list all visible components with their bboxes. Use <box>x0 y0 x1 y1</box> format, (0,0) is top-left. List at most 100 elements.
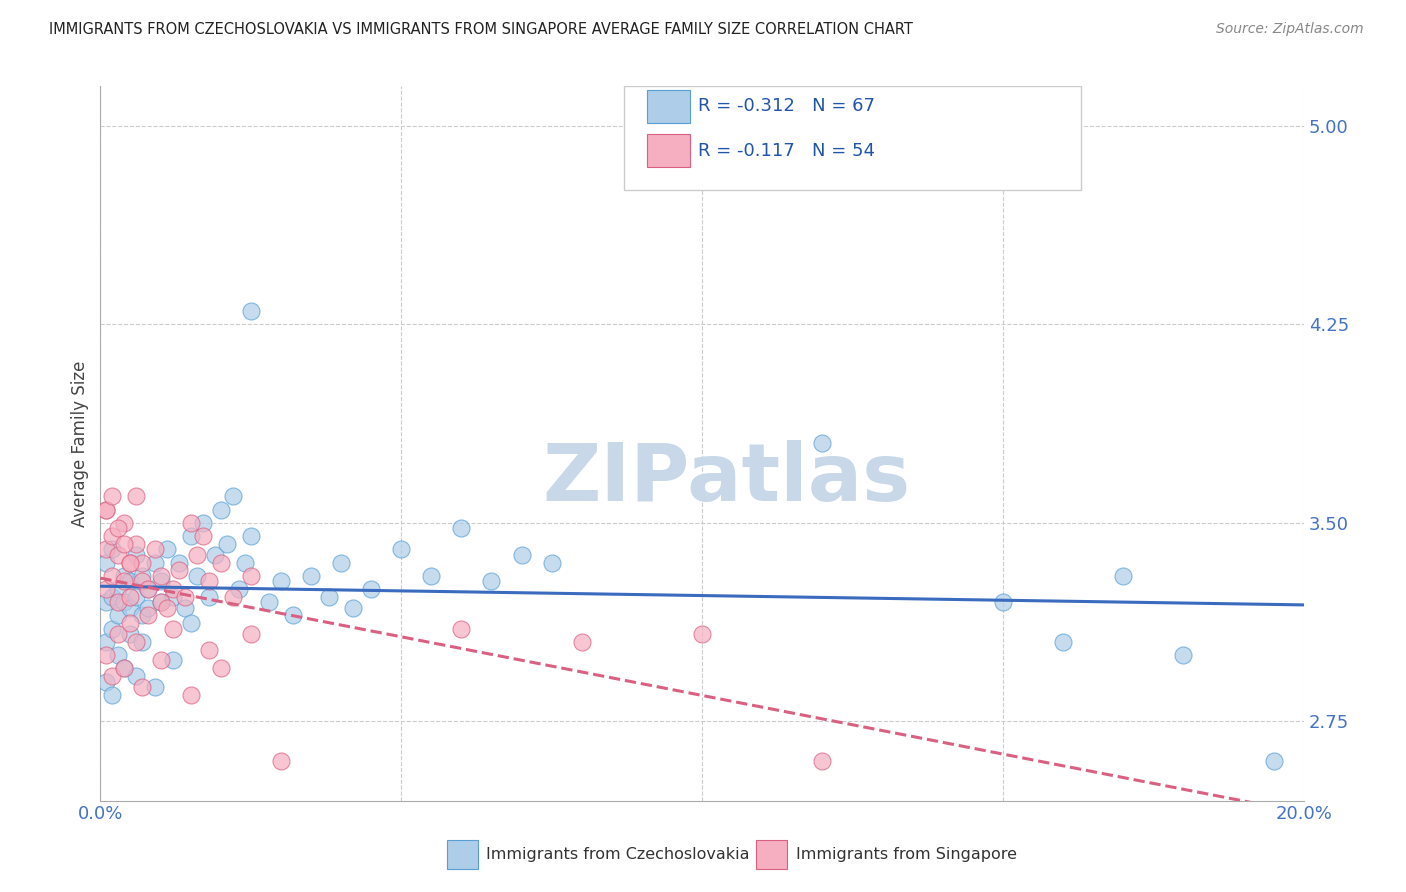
Point <box>270 574 292 588</box>
Point <box>186 548 208 562</box>
Point <box>112 574 135 588</box>
Point <box>239 529 262 543</box>
Point <box>120 600 142 615</box>
Point <box>131 680 153 694</box>
Point <box>360 582 382 596</box>
Point <box>112 516 135 530</box>
Point <box>389 542 412 557</box>
Point <box>96 674 118 689</box>
Point <box>101 669 124 683</box>
Point <box>342 600 364 615</box>
Point <box>209 556 232 570</box>
Point <box>197 590 219 604</box>
Y-axis label: Average Family Size: Average Family Size <box>72 360 89 526</box>
Point <box>149 595 172 609</box>
Point <box>270 754 292 768</box>
Point <box>107 521 129 535</box>
Point <box>112 595 135 609</box>
Point <box>107 548 129 562</box>
Point <box>299 568 322 582</box>
FancyBboxPatch shape <box>647 90 690 123</box>
Point <box>481 574 503 588</box>
Point <box>330 556 353 570</box>
Point <box>143 556 166 570</box>
Point <box>1112 568 1135 582</box>
Point <box>131 574 153 588</box>
Point <box>209 661 232 675</box>
Point <box>162 582 184 596</box>
Point <box>101 489 124 503</box>
Point <box>120 574 142 588</box>
Point <box>107 595 129 609</box>
Point <box>167 564 190 578</box>
Point <box>131 635 153 649</box>
Point <box>96 502 118 516</box>
Point <box>138 600 160 615</box>
Point <box>257 595 280 609</box>
Point <box>1263 754 1285 768</box>
Point <box>167 556 190 570</box>
Point <box>149 568 172 582</box>
Point <box>571 635 593 649</box>
Point <box>222 590 245 604</box>
Point <box>180 529 202 543</box>
Point <box>96 635 118 649</box>
Text: R = -0.312   N = 67: R = -0.312 N = 67 <box>699 97 876 115</box>
Point <box>162 590 184 604</box>
Point <box>112 661 135 675</box>
Point <box>120 627 142 641</box>
Point <box>131 568 153 582</box>
Point <box>149 653 172 667</box>
Point <box>222 489 245 503</box>
Point <box>239 627 262 641</box>
Point <box>138 582 160 596</box>
Point <box>540 556 562 570</box>
Point <box>125 635 148 649</box>
Point <box>120 556 142 570</box>
Point <box>120 590 142 604</box>
Text: Immigrants from Czechoslovakia: Immigrants from Czechoslovakia <box>486 847 749 862</box>
Point <box>1052 635 1074 649</box>
Point <box>107 627 129 641</box>
Point <box>991 595 1014 609</box>
Point <box>239 568 262 582</box>
FancyBboxPatch shape <box>624 87 1081 190</box>
Point <box>155 542 177 557</box>
Point <box>204 548 226 562</box>
Point <box>96 502 118 516</box>
Point <box>96 542 118 557</box>
Point <box>811 436 834 450</box>
Point <box>173 590 195 604</box>
Point <box>101 529 124 543</box>
Point <box>215 537 238 551</box>
Point <box>101 568 124 582</box>
Point <box>120 616 142 631</box>
Point <box>209 502 232 516</box>
Point <box>197 574 219 588</box>
Point <box>180 616 202 631</box>
Point <box>112 537 135 551</box>
Point <box>96 648 118 662</box>
Point <box>191 516 214 530</box>
Point <box>131 556 153 570</box>
Point <box>125 489 148 503</box>
Point <box>690 627 713 641</box>
Point <box>191 529 214 543</box>
Point <box>125 669 148 683</box>
Point <box>173 600 195 615</box>
Point <box>233 556 256 570</box>
Text: IMMIGRANTS FROM CZECHOSLOVAKIA VS IMMIGRANTS FROM SINGAPORE AVERAGE FAMILY SIZE : IMMIGRANTS FROM CZECHOSLOVAKIA VS IMMIGR… <box>49 22 912 37</box>
Point <box>96 582 118 596</box>
Point <box>107 648 129 662</box>
Point <box>450 521 472 535</box>
Point <box>138 608 160 623</box>
Point <box>149 574 172 588</box>
Point <box>450 622 472 636</box>
Point <box>510 548 533 562</box>
FancyBboxPatch shape <box>647 134 690 167</box>
Point <box>811 754 834 768</box>
Point <box>96 556 118 570</box>
Point <box>318 590 340 604</box>
Point <box>228 582 250 596</box>
Point <box>120 556 142 570</box>
